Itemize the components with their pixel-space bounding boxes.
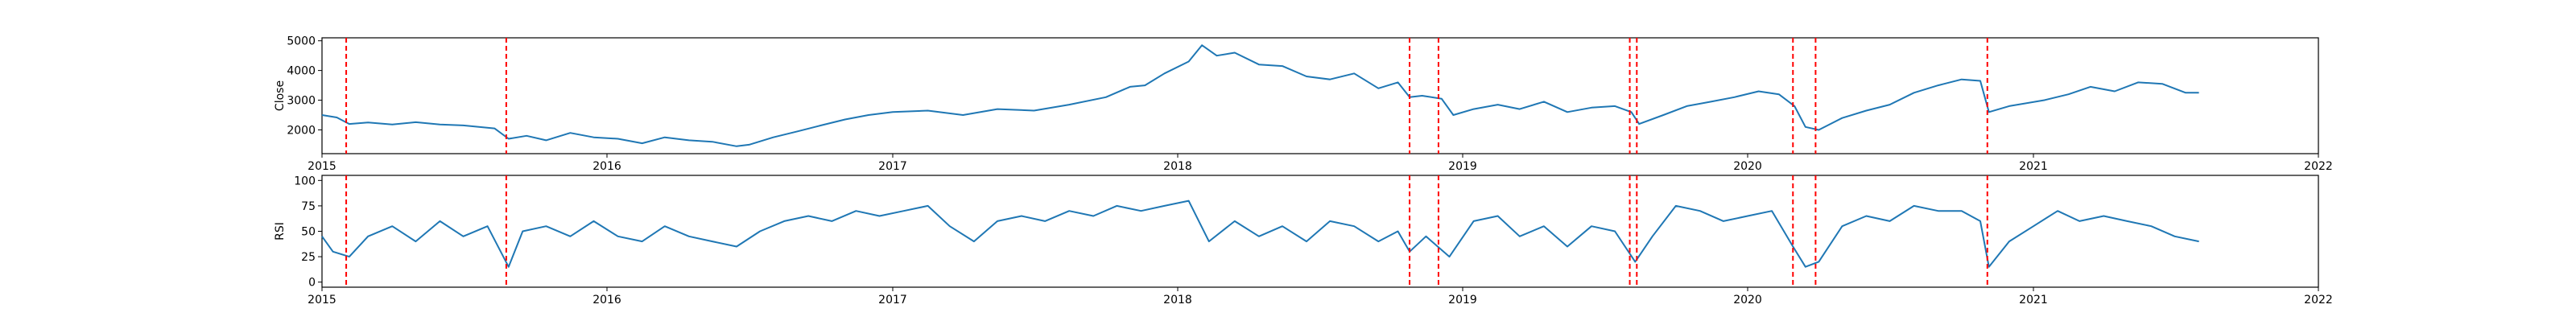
axes-frame <box>321 175 2319 288</box>
y-tick-label: 2000 <box>287 124 316 137</box>
x-tick-label: 2016 <box>592 160 621 173</box>
y-tick-label: 50 <box>301 226 316 239</box>
x-tick-label: 2020 <box>1733 294 1762 306</box>
x-tick-label: 2020 <box>1733 160 1762 173</box>
x-tick-label: 2019 <box>1448 294 1477 306</box>
y-tick-label: 100 <box>294 175 316 187</box>
x-tick-label: 2018 <box>1163 160 1192 173</box>
x-tick-label: 2015 <box>308 294 336 306</box>
x-tick-label: 2017 <box>878 294 907 306</box>
series-line <box>321 44 2199 147</box>
chart-panel-1: 2015 2016 2017 2018 2019 2020 2021 2022 2000 3000… <box>274 35 2333 173</box>
axes-frame <box>321 37 2319 154</box>
y-tick-label: 3000 <box>287 95 316 108</box>
y-tick-label: 75 <box>301 200 316 213</box>
y-tick-label: 0 <box>308 277 316 290</box>
series-line <box>321 200 2199 268</box>
x-tick-label: 2016 <box>592 294 621 306</box>
y-tick-label: 4000 <box>287 65 316 78</box>
chart-panel-2: 2015 2016 2017 2018 2019 2020 2021 2022 0 25 50 75 1… <box>274 175 2333 306</box>
y-tick-label: 5000 <box>287 35 316 48</box>
y-tick-label: 25 <box>301 251 316 264</box>
x-tick-label: 2021 <box>2019 160 2048 173</box>
x-tick-label: 2021 <box>2019 294 2048 306</box>
x-tick-label: 2022 <box>2304 160 2333 173</box>
y-axis-label: Close <box>274 80 287 111</box>
x-tick-label: 2022 <box>2304 294 2333 306</box>
y-axis-label: RSI <box>274 222 287 241</box>
x-tick-label: 2019 <box>1448 160 1477 173</box>
x-tick-label: 2018 <box>1163 294 1192 306</box>
x-tick-label: 2015 <box>308 160 336 173</box>
x-tick-label: 2017 <box>878 160 907 173</box>
